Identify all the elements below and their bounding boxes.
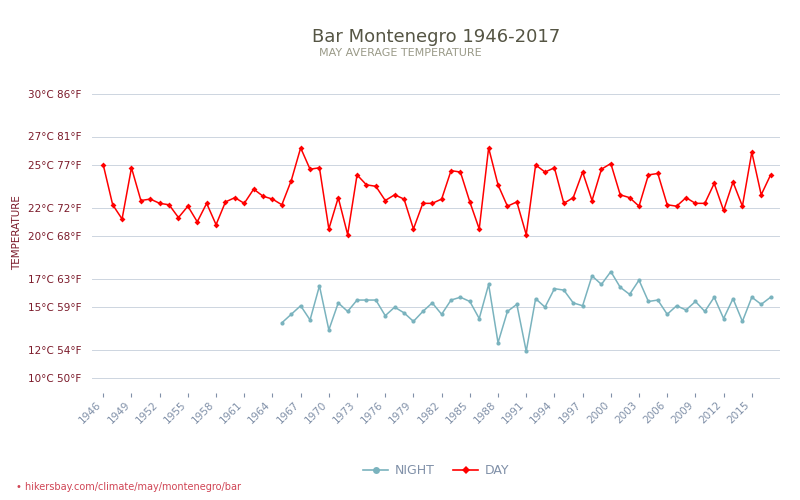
DAY (296, 145, 306, 151)
NIGHT (672, 302, 682, 308)
NIGHT (578, 302, 587, 308)
NIGHT (569, 300, 578, 306)
DAY (98, 162, 108, 168)
DAY (494, 182, 503, 188)
DAY (766, 172, 775, 178)
Text: MAY AVERAGE TEMPERATURE: MAY AVERAGE TEMPERATURE (318, 48, 482, 58)
NIGHT (409, 318, 418, 324)
DAY (193, 219, 202, 225)
Legend: NIGHT, DAY: NIGHT, DAY (358, 459, 514, 482)
DAY (569, 194, 578, 200)
Title: Bar Montenegro 1946-2017: Bar Montenegro 1946-2017 (312, 28, 560, 46)
Y-axis label: TEMPERATURE: TEMPERATURE (13, 195, 22, 270)
NIGHT (597, 282, 606, 288)
Line: DAY: DAY (101, 146, 773, 236)
DAY (728, 179, 738, 185)
Text: • hikersbay.com/climate/may/montenegro/bar: • hikersbay.com/climate/may/montenegro/b… (16, 482, 241, 492)
DAY (540, 169, 550, 175)
Line: NIGHT: NIGHT (280, 270, 773, 353)
DAY (334, 194, 343, 200)
NIGHT (766, 294, 775, 300)
DAY (343, 232, 353, 237)
NIGHT (615, 284, 625, 290)
NIGHT (606, 268, 616, 274)
NIGHT (277, 320, 286, 326)
NIGHT (522, 348, 531, 354)
